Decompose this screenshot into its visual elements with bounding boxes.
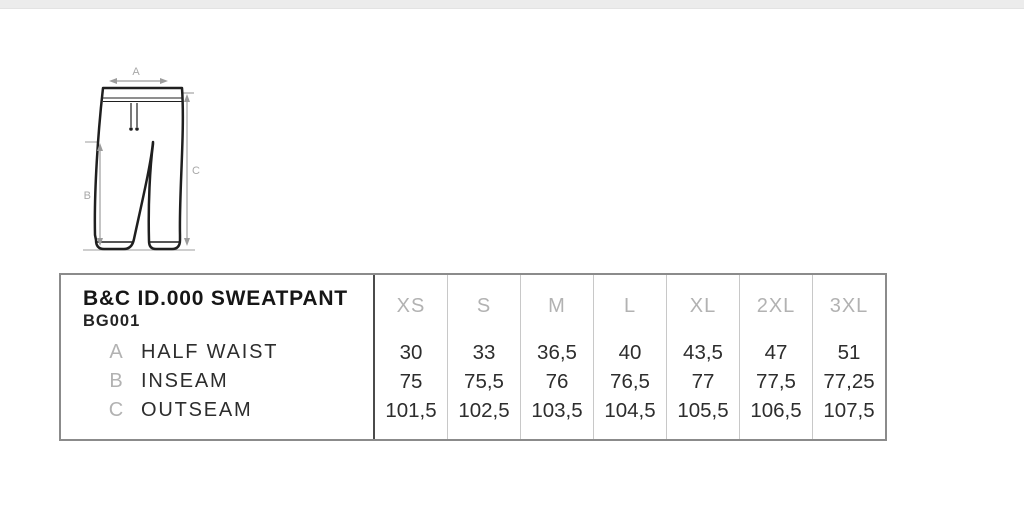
size-column-xl: XL 43,5 77 105,5 (666, 275, 739, 439)
value-cell: 105,5 (677, 398, 729, 422)
measure-row-half-waist: A HALF WAIST (61, 338, 373, 367)
dimension-arrow-a (109, 78, 168, 84)
sweatpant-diagram-svg: A C B (83, 66, 200, 251)
value-cell: 102,5 (458, 398, 510, 422)
measure-row-outseam: C OUTSEAM (61, 396, 373, 425)
measure-label-outseam: OUTSEAM (141, 399, 253, 421)
value-cell: 104,5 (604, 398, 656, 422)
dimension-label-a: A (132, 66, 140, 78)
value-cell: 76 (545, 369, 569, 393)
sweatpant-diagram: A C B (58, 52, 208, 260)
value-cell: 101,5 (385, 398, 437, 422)
dimension-label-c: C (192, 165, 200, 177)
size-header-2xl: 2XL (756, 295, 796, 317)
value-cell: 47 (764, 340, 788, 364)
measure-row-inseam: B INSEAM (61, 367, 373, 396)
measure-label-half-waist: HALF WAIST (141, 341, 279, 363)
value-cell: 76,5 (610, 369, 650, 393)
measure-label-inseam: INSEAM (141, 370, 229, 392)
product-code: BG001 (83, 312, 141, 331)
value-cell: 33 (472, 340, 496, 364)
size-chart-table: B&C ID.000 SWEATPANT BG001 A HALF WAIST … (59, 273, 887, 441)
value-cell: 77,5 (756, 369, 796, 393)
size-header-s: S (476, 295, 492, 317)
size-column-l: L 40 76,5 104,5 (593, 275, 666, 439)
value-cell: 30 (399, 340, 423, 364)
product-title: B&C ID.000 SWEATPANT (83, 287, 348, 310)
sweatpant-outline (93, 86, 185, 251)
value-cell: 40 (618, 340, 642, 364)
value-cell: 43,5 (683, 340, 723, 364)
size-header-l: L (623, 295, 637, 317)
dimension-arrow-c (184, 94, 190, 246)
dimension-arrow-b (97, 143, 103, 246)
size-header-xl: XL (689, 295, 717, 317)
value-cell: 51 (837, 340, 861, 364)
value-cell: 75,5 (464, 369, 504, 393)
size-column-s: S 33 75,5 102,5 (447, 275, 520, 439)
value-cell: 107,5 (823, 398, 875, 422)
size-header-3xl: 3XL (829, 295, 869, 317)
value-cell: 75 (399, 369, 423, 393)
size-header-m: M (548, 295, 566, 317)
measure-letter-c: C (108, 399, 124, 421)
size-column-m: M 36,5 76 103,5 (520, 275, 593, 439)
size-column-2xl: 2XL 47 77,5 106,5 (739, 275, 812, 439)
size-header-xs: XS (396, 295, 426, 317)
value-cell: 36,5 (537, 340, 577, 364)
measure-letter-b: B (109, 370, 123, 392)
value-cell: 103,5 (531, 398, 583, 422)
measure-letter-a: A (109, 341, 123, 363)
value-cell: 77 (691, 369, 715, 393)
product-header: B&C ID.000 SWEATPANT BG001 (61, 275, 373, 338)
page-top-strip (0, 0, 1024, 9)
size-column-3xl: 3XL 51 77,25 107,5 (812, 275, 885, 439)
description-column: B&C ID.000 SWEATPANT BG001 A HALF WAIST … (61, 275, 375, 439)
drawstring (129, 103, 139, 131)
value-cell: 77,25 (823, 369, 875, 393)
value-cell: 106,5 (750, 398, 802, 422)
dimension-label-b: B (84, 190, 91, 202)
size-column-xs: XS 30 75 101,5 (375, 275, 447, 439)
